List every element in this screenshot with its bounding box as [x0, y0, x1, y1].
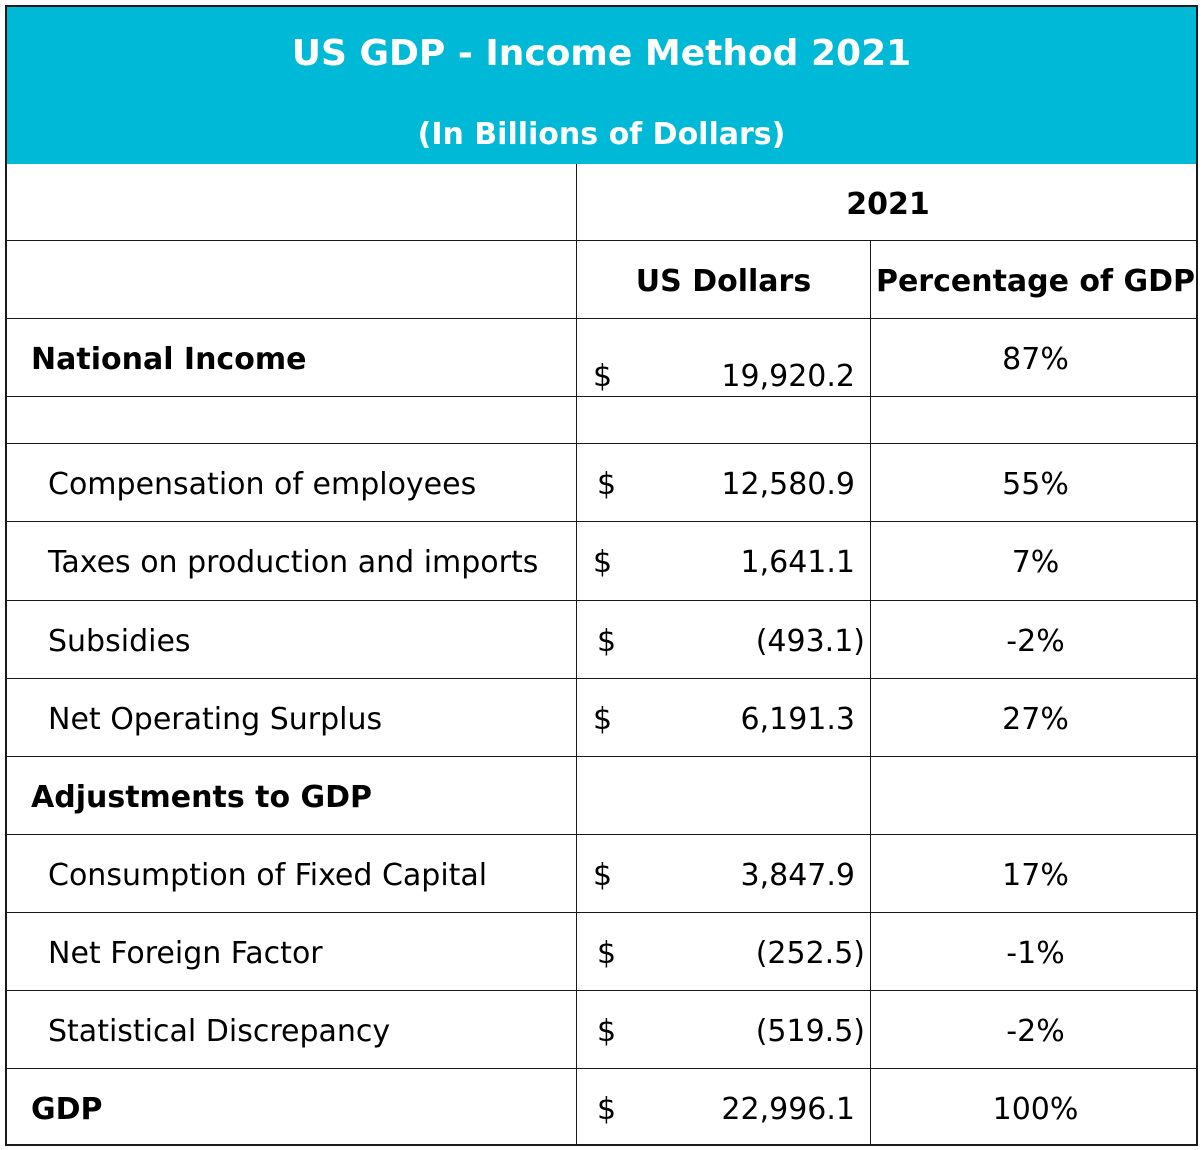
currency-symbol: $ [593, 702, 613, 737]
currency-symbol: $ [597, 1092, 617, 1127]
usd-value: 12,580.9 [721, 467, 855, 502]
pct-value: 27% [1002, 702, 1069, 737]
grid-line [7, 1068, 1196, 1069]
currency-symbol: $ [597, 1014, 617, 1049]
grid-line [7, 240, 1196, 241]
grid-line [870, 240, 871, 1144]
title-banner: US GDP - Income Method 2021 (In Billions… [7, 7, 1196, 164]
row-label-statistical-discrepancy: Statistical Discrepancy [48, 1014, 391, 1049]
pct-value: 87% [1002, 342, 1069, 377]
grid-line [7, 443, 1196, 444]
grid-line [576, 164, 577, 1144]
usd-column-header: US Dollars [635, 264, 812, 299]
grid-line [7, 396, 1196, 397]
gdp-income-table: US GDP - Income Method 2021 (In Billions… [5, 5, 1198, 1146]
usd-value: (252.5) [755, 936, 865, 971]
pct-value: 17% [1002, 858, 1069, 893]
currency-symbol: $ [597, 936, 617, 971]
currency-symbol: $ [593, 858, 613, 893]
row-label-adjustments: Adjustments to GDP [31, 780, 373, 815]
row-label-net-operating-surplus: Net Operating Surplus [48, 702, 383, 737]
pct-value: 55% [1002, 467, 1069, 502]
currency-symbol: $ [593, 545, 613, 580]
grid-line [7, 678, 1196, 679]
grid-line [7, 756, 1196, 757]
row-label-compensation: Compensation of employees [48, 467, 477, 502]
grid-line [7, 600, 1196, 601]
row-label-gdp: GDP [31, 1092, 103, 1127]
usd-value: 19,920.2 [721, 359, 855, 394]
grid-line [7, 318, 1196, 319]
usd-value: 22,996.1 [721, 1092, 855, 1127]
usd-value: (493.1) [755, 624, 865, 659]
grid-line [7, 912, 1196, 913]
row-label-taxes: Taxes on production and imports [48, 545, 539, 580]
currency-symbol: $ [597, 467, 617, 502]
usd-value: (519.5) [755, 1014, 865, 1049]
usd-value: 6,191.3 [740, 702, 855, 737]
row-label-national-income: National Income [31, 342, 307, 377]
pct-value: 7% [1011, 545, 1060, 580]
table-title: US GDP - Income Method 2021 [291, 33, 912, 74]
currency-symbol: $ [597, 624, 617, 659]
grid-line [7, 521, 1196, 522]
pct-value: -1% [1006, 936, 1065, 971]
row-label-net-foreign-factor: Net Foreign Factor [48, 936, 323, 971]
grid-line [7, 990, 1196, 991]
pct-value: 100% [992, 1092, 1079, 1127]
pct-value: -2% [1006, 1014, 1065, 1049]
currency-symbol: $ [593, 359, 613, 394]
pct-column-header: Percentage of GDP [875, 264, 1196, 299]
usd-value: 1,641.1 [740, 545, 855, 580]
row-label-subsidies: Subsidies [48, 624, 191, 659]
usd-value: 3,847.9 [740, 858, 855, 893]
grid-line [7, 834, 1196, 835]
year-header: 2021 [846, 187, 930, 222]
row-label-fixed-capital: Consumption of Fixed Capital [48, 858, 488, 893]
table-subtitle: (In Billions of Dollars) [417, 117, 786, 152]
pct-value: -2% [1006, 624, 1065, 659]
